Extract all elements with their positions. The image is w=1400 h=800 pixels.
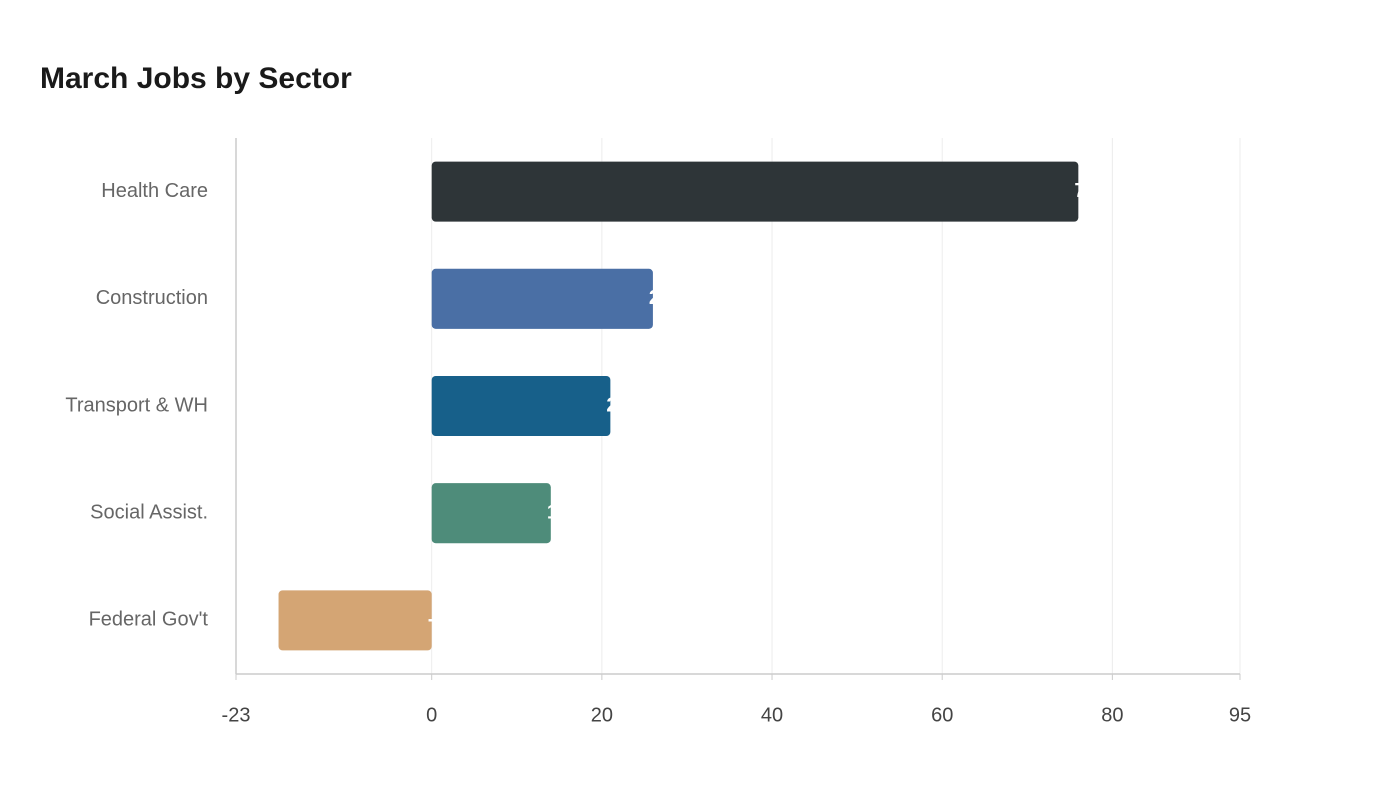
value-label: 76	[1074, 180, 1096, 202]
value-label: 21	[606, 394, 628, 416]
bar	[431, 375, 611, 437]
x-tick-label: 80	[1101, 704, 1123, 726]
value-label: 14	[547, 501, 570, 523]
y-tick-label: Health Care	[101, 180, 208, 202]
y-tick-label: Construction	[96, 287, 208, 309]
bar	[431, 483, 551, 544]
x-tick-label: 0	[426, 704, 437, 726]
x-tick-label: 95	[1229, 704, 1251, 726]
value-label: -18	[428, 609, 457, 631]
chart-title: March Jobs by Sector	[40, 62, 352, 95]
bar	[431, 161, 1079, 222]
value-label: 26	[649, 287, 671, 309]
bar	[431, 268, 653, 329]
x-tick-label: 40	[761, 704, 783, 726]
bar	[278, 590, 432, 651]
y-tick-label: Social Assist.	[90, 501, 208, 523]
x-tick-label: 20	[591, 704, 613, 726]
y-tick-label: Federal Gov't	[89, 609, 209, 631]
x-tick-label: 60	[931, 704, 953, 726]
x-tick-label: -23	[222, 704, 251, 726]
y-tick-label: Transport & WH	[65, 394, 208, 416]
